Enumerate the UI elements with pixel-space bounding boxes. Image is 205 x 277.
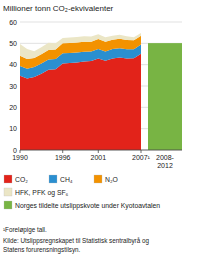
y-tick-label: 60: [9, 19, 17, 26]
legend-swatch: [49, 175, 57, 183]
plot-area: [20, 33, 182, 150]
source: Statens forurensningstilsyn.: [3, 246, 81, 254]
y-tick-label: 20: [9, 104, 17, 111]
x-tick: [98, 150, 99, 153]
legend-swatch: [4, 201, 12, 209]
title: Millioner tonn CO₂-ekvivalenter: [3, 4, 114, 13]
y-tick-label: 0: [13, 147, 17, 154]
x-tick-label: 1996: [55, 154, 71, 161]
grid-line: [20, 150, 182, 151]
x-axis: [20, 150, 182, 151]
x-tick-label: 2007¹: [132, 154, 151, 161]
x-tick: [20, 150, 21, 153]
legend-swatch: [4, 188, 12, 196]
x-tick: [141, 150, 142, 153]
area: [20, 33, 141, 59]
x-tick-label: 2001: [91, 154, 107, 161]
legend-label: CH₄: [60, 176, 73, 183]
x-tick-label: 2008-2012: [156, 154, 175, 169]
x-tick: [62, 150, 63, 153]
footnote: ¹Foreløpige tall.: [3, 226, 47, 234]
legend-label: N₂O: [105, 176, 118, 183]
legend-label: CO₂: [15, 176, 28, 183]
y-tick-label: 50: [9, 40, 17, 47]
y-tick-label: 10: [9, 125, 17, 132]
legend-swatch: [4, 175, 12, 183]
chart: Millioner tonn CO₂-ekvivalenter 0 10 20 30 40…: [0, 0, 205, 277]
bar: [148, 43, 182, 150]
legend-label: HFK, PFK og SF₆: [15, 189, 69, 197]
legend-label: Norges tildelte utslippskvote under Kyot…: [15, 202, 160, 210]
y-tick-label: 40: [9, 61, 17, 68]
legend-swatch: [94, 175, 102, 183]
grid-line: [20, 22, 182, 23]
x-tick-label: 1990: [12, 154, 28, 161]
source: Kilde: Utslippsregnskapet til Statistisk…: [3, 237, 149, 245]
y-tick-label: 30: [9, 83, 17, 90]
